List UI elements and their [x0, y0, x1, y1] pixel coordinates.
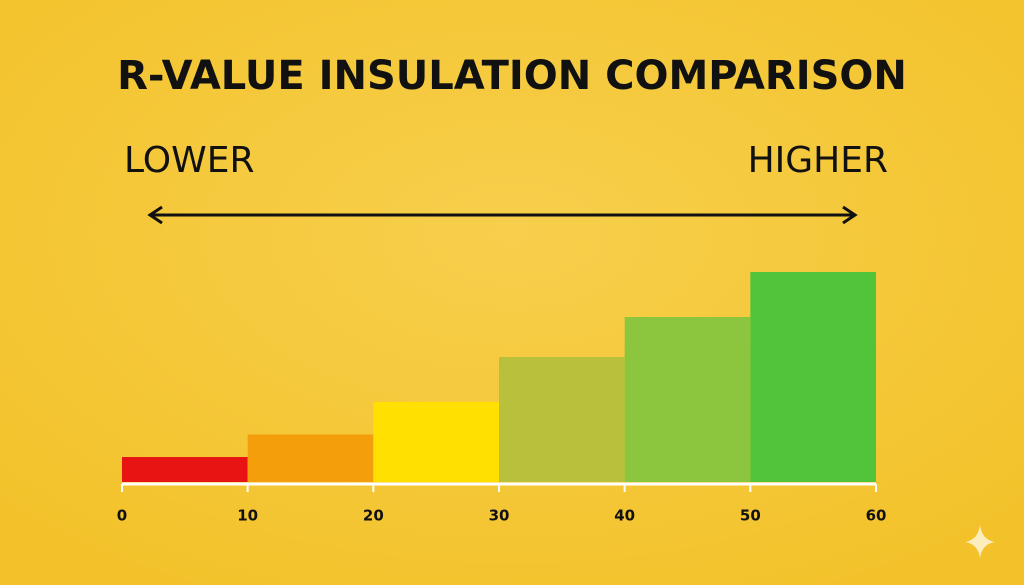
annotation: HIGHER — [748, 140, 888, 181]
bar — [624, 317, 751, 482]
x-tick-label: 20 — [363, 507, 384, 525]
x-tick-label: 30 — [489, 507, 510, 525]
arrow — [147, 205, 858, 225]
x-tick-label: 60 — [866, 507, 887, 525]
chart-title: R-VALUE INSULATION COMPARISON — [117, 53, 907, 99]
x-tick-label: 0 — [117, 507, 127, 525]
bar — [499, 357, 625, 482]
x-tick-label: 40 — [614, 507, 635, 525]
bar — [750, 272, 876, 482]
bar — [247, 434, 374, 482]
annotation: LOWER — [124, 140, 254, 181]
sparkle-icon — [965, 525, 995, 558]
x-tick-label: 10 — [237, 507, 258, 525]
bar — [373, 402, 499, 482]
x-tick-label: 50 — [740, 507, 761, 525]
bar — [122, 457, 248, 482]
